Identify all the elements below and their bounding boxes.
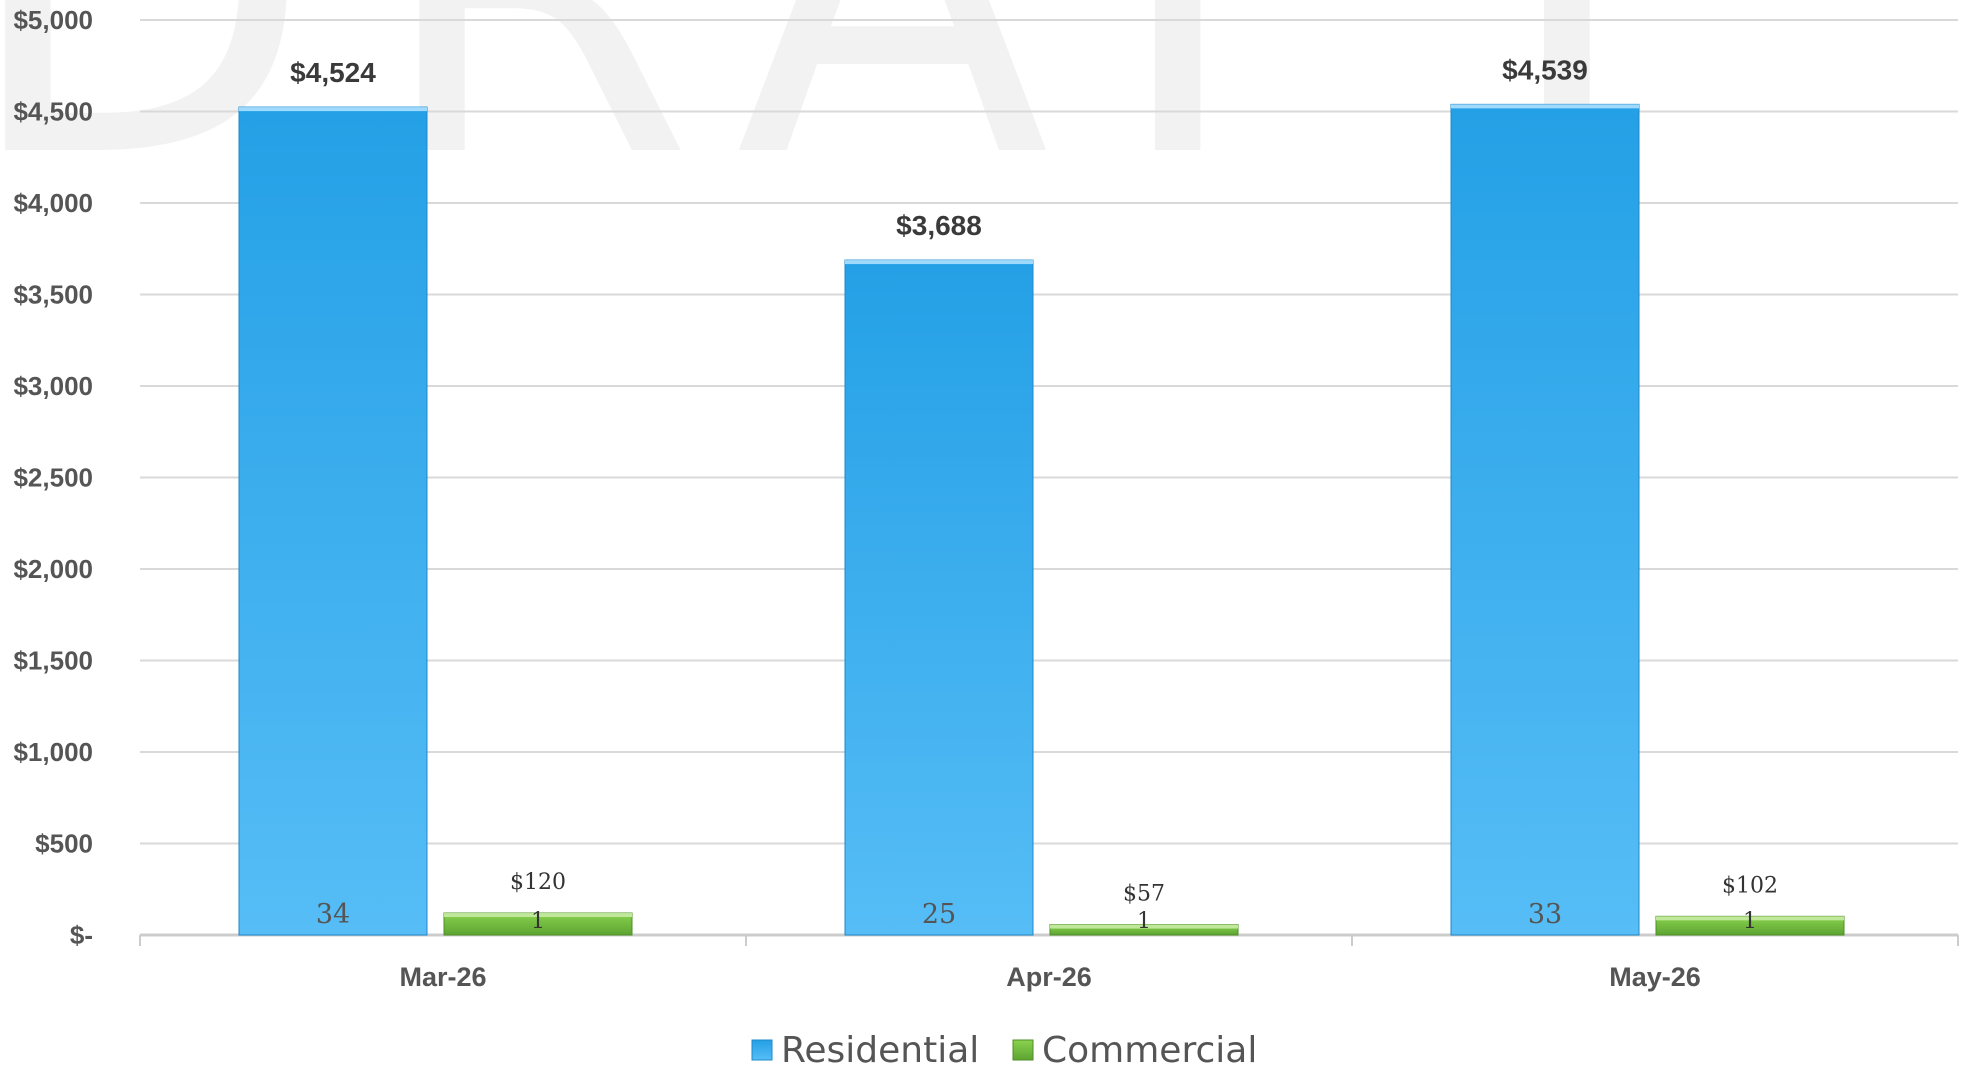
y-tick-label: $3,500 — [13, 280, 93, 310]
y-tick-label: $2,000 — [13, 554, 93, 584]
data-label: $4,524 — [290, 57, 376, 88]
data-label: $120 — [510, 870, 566, 895]
count-label: 1 — [1743, 909, 1757, 934]
legend-swatch-residential — [751, 1039, 773, 1061]
gridlines — [140, 19, 1958, 845]
x-tick-label: Mar-26 — [399, 962, 486, 992]
legend: Residential Commercial — [751, 1030, 1257, 1070]
y-tick-label: $3,000 — [13, 371, 93, 401]
data-label: $57 — [1123, 882, 1165, 907]
bar-residential — [844, 259, 1034, 936]
count-label: 25 — [922, 899, 956, 930]
bar-top-highlight — [1451, 104, 1639, 109]
count-label: 34 — [316, 899, 350, 930]
data-label: $4,539 — [1502, 54, 1588, 85]
bar-top-highlight — [239, 107, 427, 112]
y-tick-label: $1,500 — [13, 646, 93, 676]
y-tick-label: $4,500 — [13, 97, 93, 127]
legend-label-commercial: Commercial — [1042, 1030, 1257, 1070]
count-label: 1 — [1137, 909, 1151, 934]
data-label: $102 — [1722, 873, 1778, 898]
bar-top-highlight — [1050, 924, 1238, 929]
x-tick-label: Apr-26 — [1006, 962, 1092, 992]
y-tick-label: $500 — [35, 829, 93, 859]
count-label: 1 — [531, 909, 545, 934]
y-tick-label: $1,000 — [13, 737, 93, 767]
legend-swatch-commercial — [1012, 1039, 1034, 1061]
bar-top-highlight — [1656, 916, 1844, 921]
y-tick-label: $2,500 — [13, 463, 93, 493]
bar-residential — [238, 106, 428, 936]
y-tick-label: $4,000 — [13, 188, 93, 218]
bar-residential — [1450, 103, 1640, 936]
count-label: 33 — [1528, 899, 1562, 930]
legend-label-residential: Residential — [781, 1030, 979, 1070]
x-tick-label: May-26 — [1609, 962, 1701, 992]
bar-top-highlight — [845, 260, 1033, 265]
data-label: $3,688 — [896, 210, 982, 241]
bar-top-highlight — [444, 913, 632, 918]
y-tick-label: $- — [70, 920, 93, 950]
y-tick-label: $5,000 — [13, 5, 93, 35]
bars — [238, 103, 1845, 936]
axes: $- $500 $1,000 $1,500 $2,000 $2,500 $3,000 $3,5… — [13, 5, 1959, 992]
